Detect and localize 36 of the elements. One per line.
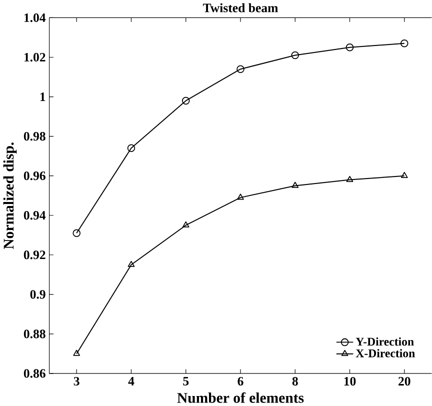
x-tick-label: 6 [238, 376, 244, 386]
point [346, 43, 354, 52]
point [73, 350, 80, 356]
y-tick-label: 0.98 [24, 132, 46, 141]
y-tick-label: 1.04 [24, 13, 46, 22]
x-tick-label: 8 [292, 376, 298, 386]
x-axis-title: Number of elements [177, 392, 304, 403]
legend-label: X-Direction [356, 348, 415, 358]
point [400, 172, 408, 178]
y-tick-label: 1.02 [24, 52, 46, 62]
x-tick-label: 20 [398, 376, 410, 386]
point [291, 51, 300, 60]
y-tick-label: 0.88 [24, 330, 46, 338]
point [292, 182, 299, 188]
point [72, 229, 80, 237]
y-tick-label: 0.96 [24, 171, 46, 180]
x-tick-label: 4 [128, 376, 134, 386]
point [127, 144, 136, 152]
y-tick-label: 0.92 [24, 250, 46, 260]
point [346, 176, 354, 182]
point [236, 65, 244, 73]
y-tick-label: 0.86 [24, 369, 46, 378]
x-tick-label: 5 [183, 376, 189, 386]
x-tick-label: 10 [344, 376, 356, 386]
point [182, 96, 190, 105]
point [237, 194, 244, 200]
legend-label: Y-Direction [356, 337, 414, 346]
y-tick-label: 0.9 [30, 290, 46, 299]
point [128, 260, 135, 267]
point [182, 221, 190, 228]
point [400, 39, 408, 48]
x-tick-label: 3 [74, 376, 80, 386]
y-tick-label: 0.94 [24, 210, 46, 220]
chart-title: Twisted beam [202, 3, 278, 12]
y-axis-title: Normalized disp. [3, 142, 17, 249]
y-tick-label: 1 [40, 92, 46, 101]
